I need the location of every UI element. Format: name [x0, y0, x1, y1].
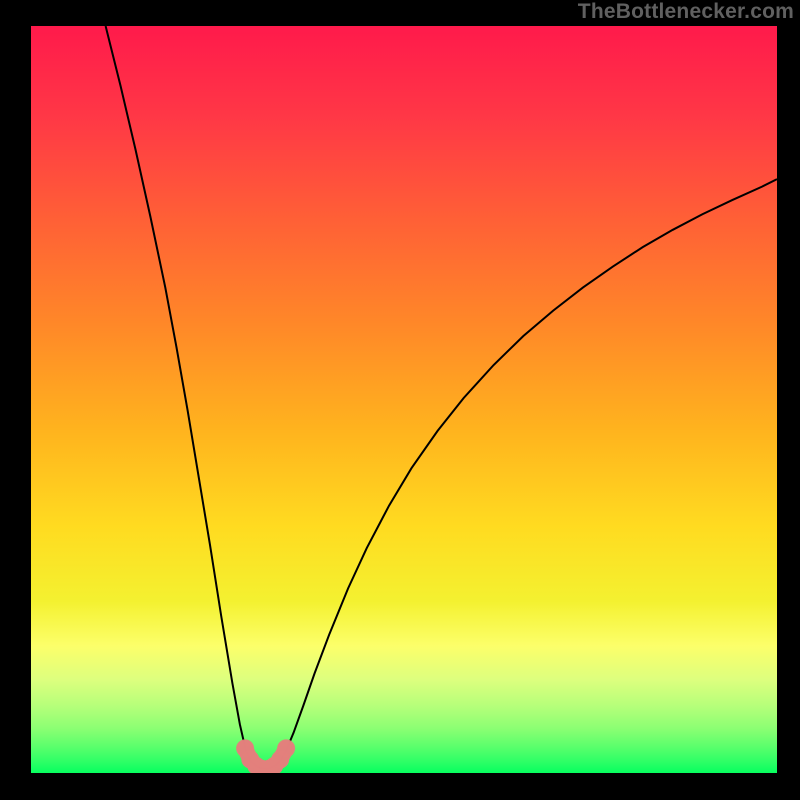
plot-area [31, 26, 777, 773]
watermark-text: TheBottlenecker.com [578, 0, 794, 24]
marker-dot [277, 739, 295, 757]
plot-background [31, 26, 777, 773]
plot-svg [31, 26, 777, 773]
chart-frame: TheBottlenecker.com [0, 0, 800, 800]
